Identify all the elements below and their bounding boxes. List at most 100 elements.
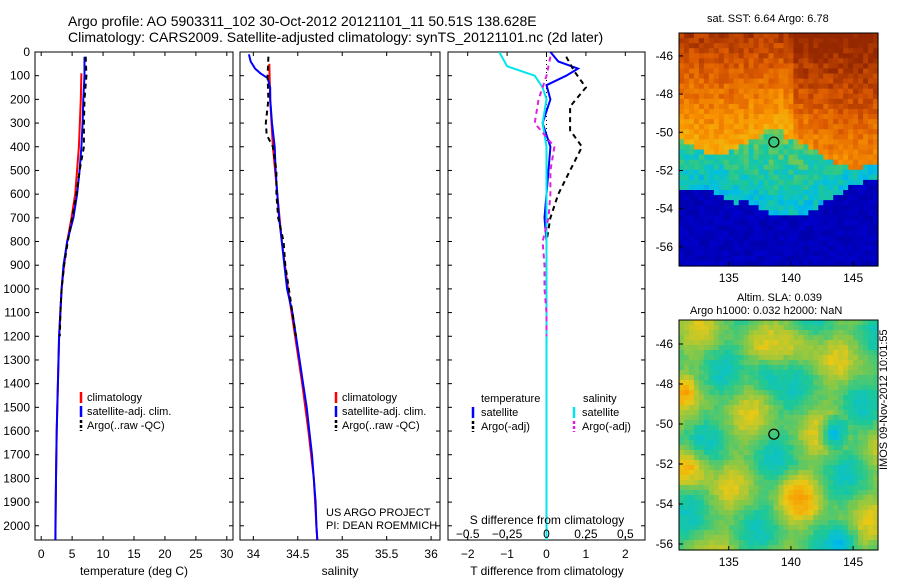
sla-map-cell xyxy=(718,495,725,501)
sla-map-cell xyxy=(843,330,849,336)
sst-map-cell xyxy=(853,108,859,115)
sst-map-cell xyxy=(728,103,735,110)
sst-map-cell xyxy=(708,255,715,262)
sla-map-cell xyxy=(679,535,685,541)
sla-map-cell xyxy=(738,475,745,481)
sst-map-cell xyxy=(713,73,720,80)
sst-map-cell xyxy=(748,230,755,237)
sla-map-cell xyxy=(708,450,715,456)
sla-map-cell xyxy=(773,430,780,436)
sla-map-cell xyxy=(758,460,765,466)
sla-map-cell xyxy=(768,485,775,491)
sla-map-cell xyxy=(708,475,715,481)
sst-map-cell xyxy=(808,250,814,257)
sst-map-cell xyxy=(788,200,795,206)
sst-map-cell xyxy=(798,78,804,85)
sst-map-cell xyxy=(853,169,859,176)
sla-map-cell xyxy=(788,340,795,346)
sst-map-cell xyxy=(708,53,715,59)
sla-map-cell xyxy=(823,510,829,516)
sst-map-cell xyxy=(798,63,804,70)
sst-map-cell xyxy=(753,134,760,140)
sla-map-cell xyxy=(823,485,829,491)
sla-map-cell xyxy=(698,380,705,386)
sst-map-cell xyxy=(718,144,725,151)
sla-map-cell xyxy=(693,400,700,406)
sla-map-cell xyxy=(843,435,849,441)
sst-map-cell xyxy=(863,134,869,140)
sst-map-cell xyxy=(863,114,869,120)
sla-map-cell xyxy=(838,320,844,326)
sla-map-cell xyxy=(748,360,755,366)
sst-map-cell xyxy=(838,139,844,146)
sst-map-cell xyxy=(843,73,849,80)
sla-map-cell xyxy=(698,395,705,401)
sla-map-cell xyxy=(743,410,750,416)
sst-map-cell xyxy=(853,235,859,242)
sst-map-cell xyxy=(693,134,700,140)
sla-map-cell xyxy=(818,510,824,516)
sst-map-cell xyxy=(708,119,715,125)
sla-map-cell xyxy=(818,435,824,441)
sst-map-cell xyxy=(703,225,710,232)
sla-map-cell xyxy=(679,475,685,481)
sla-map-cell xyxy=(863,360,869,366)
sst-map-cell xyxy=(843,93,849,100)
sla-map-cell xyxy=(818,455,824,461)
sst-map-cell xyxy=(758,149,765,156)
sst-map-cell xyxy=(693,38,700,44)
sst-map-cell xyxy=(833,154,839,161)
sla-map-cell xyxy=(753,475,760,481)
sst-map-cell xyxy=(713,245,720,252)
sla-map-cell xyxy=(813,530,819,536)
sst-map-cell xyxy=(693,88,700,95)
sst-map-cell xyxy=(688,255,695,262)
sla-map-cell xyxy=(808,375,814,381)
sla-map-cell xyxy=(873,515,879,521)
sla-map-cell xyxy=(758,430,765,436)
sla-map-cell xyxy=(703,400,710,406)
sst-map-cell xyxy=(863,245,869,252)
sst-map-cell xyxy=(823,43,829,49)
sst-map-cell xyxy=(738,250,745,257)
sst-map-cell xyxy=(793,195,799,201)
sla-map-cell xyxy=(768,520,775,526)
sst-map-cell xyxy=(703,134,710,140)
sla-map-cell xyxy=(698,495,705,501)
sla-map-cell xyxy=(773,425,780,431)
sla-map-cell xyxy=(713,330,720,336)
sla-map-cell xyxy=(788,485,795,491)
sst-map-cell xyxy=(778,83,785,90)
sla-map-cell xyxy=(733,510,740,516)
sla-map-cell xyxy=(688,405,695,411)
sst-map-cell xyxy=(778,174,785,181)
sst-map-cell xyxy=(698,210,705,216)
sst-map-cell xyxy=(758,164,765,171)
sla-map-cell xyxy=(763,455,770,461)
sla-map-cell xyxy=(753,440,760,446)
sla-map-cell xyxy=(868,505,874,511)
sla-map-cell xyxy=(793,330,799,336)
sla-map-cell xyxy=(738,365,745,371)
sla-map-cell xyxy=(838,335,844,341)
sst-map-cell xyxy=(843,139,849,146)
sla-map-cell xyxy=(858,380,864,386)
sst-map-cell xyxy=(853,103,859,110)
sla-map-cell xyxy=(778,460,785,466)
sla-map-cell xyxy=(783,350,790,356)
sla-map-cell xyxy=(863,395,869,401)
sla-map-cell xyxy=(743,360,750,366)
sst-map-cell xyxy=(773,33,780,39)
sla-map-cell xyxy=(853,495,859,501)
sst-map-cell xyxy=(843,205,849,211)
sst-map-cell xyxy=(843,215,849,222)
sla-map-cell xyxy=(688,545,695,551)
sla-map-cell xyxy=(768,500,775,506)
sst-map-cell xyxy=(798,164,804,171)
sla-map-cell xyxy=(773,410,780,416)
sst-map-cell xyxy=(778,205,785,211)
sst-map-cell xyxy=(833,255,839,262)
sst-map-cell xyxy=(723,129,730,135)
sst-map-cell xyxy=(698,68,705,75)
sst-map-cell xyxy=(773,210,780,216)
